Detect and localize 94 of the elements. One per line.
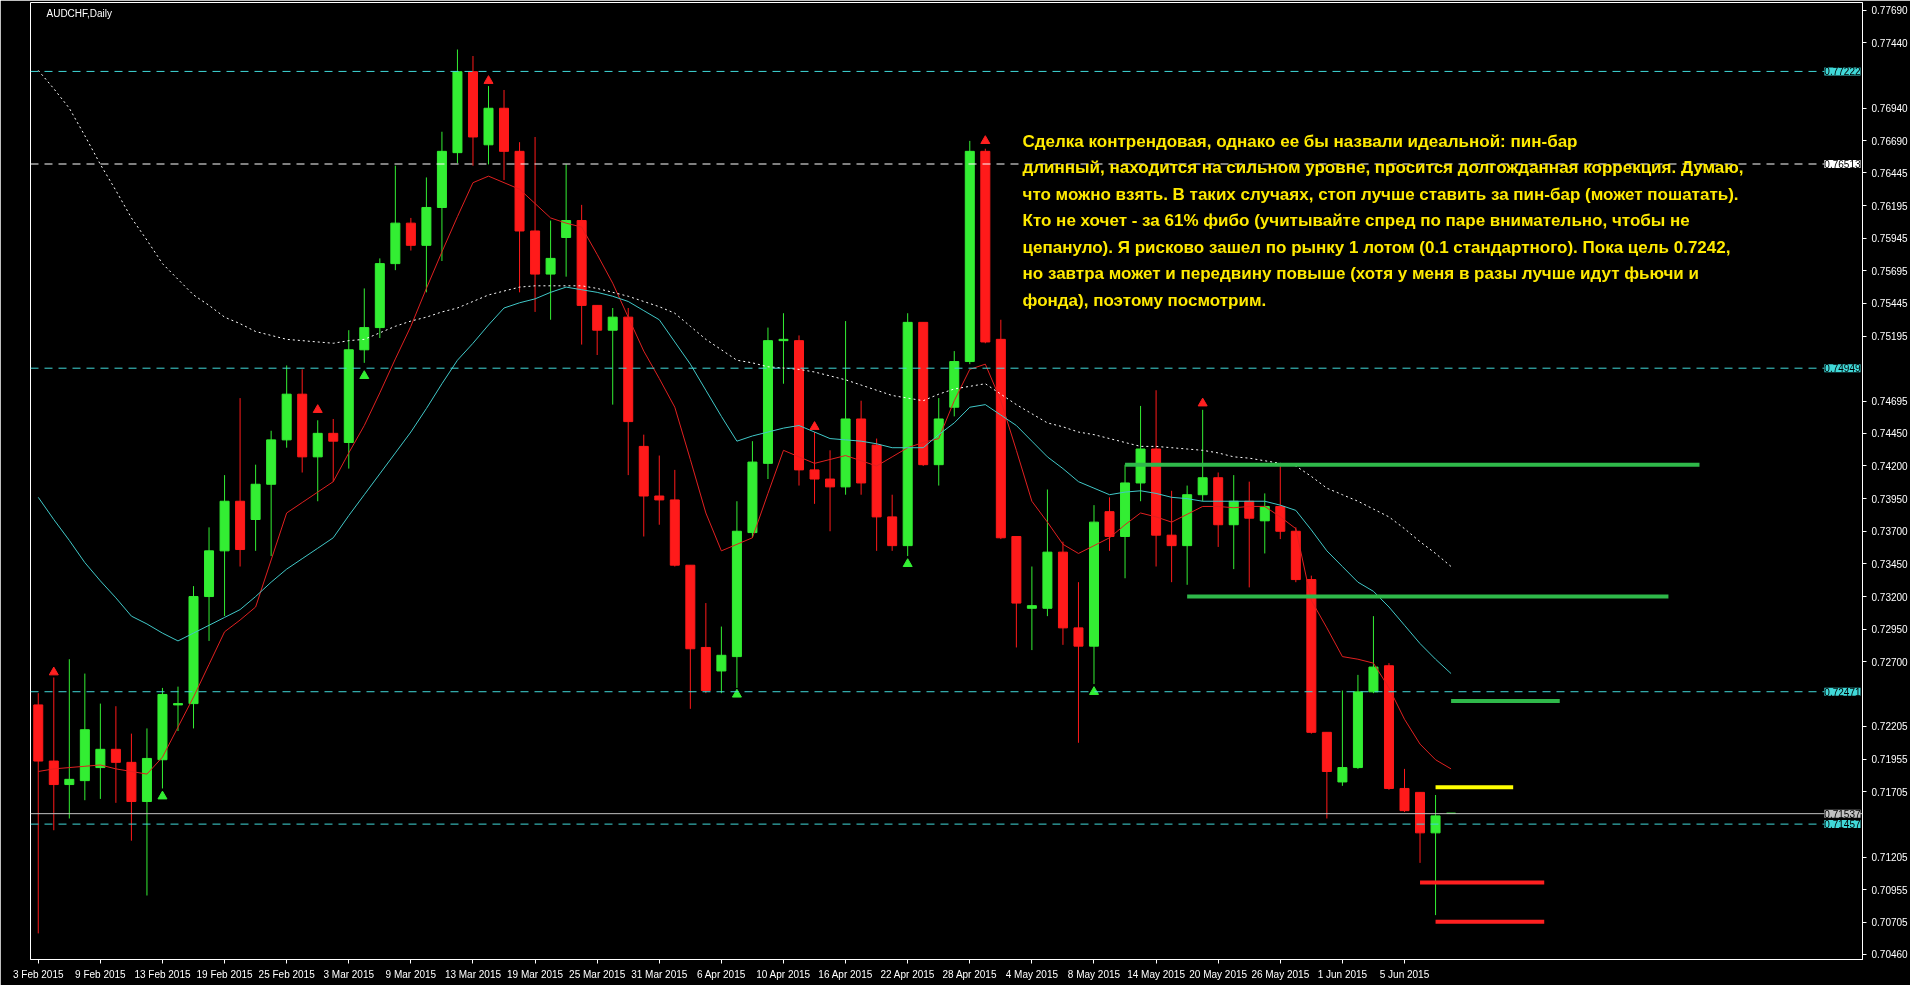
- candlestick: [809, 431, 820, 505]
- point: [809, 421, 820, 430]
- ref-line-label: 0.77222: [1824, 66, 1861, 78]
- x-tick-label: 13 Feb 2015: [134, 968, 191, 980]
- candlestick: [561, 163, 572, 278]
- point: [48, 666, 59, 676]
- candlestick: [110, 705, 121, 804]
- point: [1197, 397, 1208, 407]
- candlestick: [359, 287, 370, 364]
- x-tick-label: 25 Feb 2015: [258, 968, 316, 980]
- y-tick-label: 0.71705: [1871, 786, 1909, 798]
- ref-line-label: 0.71537: [1824, 808, 1861, 820]
- x-tick-label: 16 Apr 2015: [818, 968, 873, 980]
- y-tick-label: 0.72700: [1871, 656, 1909, 668]
- line-series: [37, 286, 1452, 675]
- y-tick-label: 0.72205: [1871, 721, 1909, 733]
- x-tick-label: 3 Feb 2015: [12, 968, 64, 980]
- candlestick: [405, 217, 416, 252]
- candlestick: [64, 658, 75, 819]
- candlestick: [1337, 690, 1348, 787]
- x-tick-label: 28 Apr 2015: [942, 968, 997, 980]
- y-tick-label: 0.76195: [1871, 200, 1909, 212]
- point: [157, 790, 168, 800]
- candlestick: [1430, 794, 1441, 916]
- y-tick-label: 0.70705: [1871, 917, 1909, 929]
- point: [312, 404, 323, 413]
- y-tick-label: 0.72950: [1871, 624, 1909, 636]
- y-tick-label: 0.75945: [1871, 233, 1909, 245]
- y-tick-label: 0.77440: [1871, 37, 1909, 49]
- y-tick-label: 0.75195: [1871, 331, 1909, 343]
- x-tick-label: 13 Mar 2015: [444, 968, 502, 980]
- ref-line-label: 0.74949: [1824, 363, 1861, 375]
- ref-line-label: 0.72471: [1824, 686, 1861, 698]
- text: AUDCHF,Daily: [46, 7, 113, 19]
- y-tick-label: 0.73950: [1871, 493, 1909, 505]
- y-tick-label: 0.70460: [1871, 949, 1909, 961]
- candlestick: [95, 703, 106, 800]
- point: [483, 75, 494, 84]
- candlestick: [1026, 566, 1037, 651]
- ref-line-label: 0.71457: [1824, 819, 1861, 831]
- x-tick-label: 4 May 2015: [1005, 968, 1059, 980]
- x-tick-label: 20 May 2015: [1189, 968, 1248, 980]
- candlestick: [1228, 474, 1239, 570]
- x-tick-label: 26 May 2015: [1251, 968, 1310, 980]
- y-tick-label: 0.74450: [1871, 428, 1909, 440]
- x-tick-label: 9 Mar 2015: [385, 968, 437, 980]
- candlestick: [328, 418, 339, 483]
- y-tick-label: 0.76940: [1871, 103, 1909, 115]
- candlestick: [607, 307, 618, 406]
- point: [359, 370, 370, 379]
- x-tick-label: 3 Mar 2015: [323, 968, 375, 980]
- candlestick: [1197, 409, 1208, 502]
- ref-line-label: 0.76513: [1824, 159, 1861, 170]
- x-tick-label: 14 May 2015: [1127, 968, 1186, 980]
- point: [980, 135, 991, 144]
- point: [731, 688, 742, 698]
- y-tick-label: 0.74695: [1871, 396, 1909, 408]
- y-tick-label: 0.71205: [1871, 852, 1909, 864]
- candlestick: [312, 419, 323, 502]
- y-tick-label: 0.75695: [1871, 265, 1909, 277]
- x-tick-label: 22 Apr 2015: [880, 968, 935, 980]
- y-tick-label: 0.74200: [1871, 460, 1909, 472]
- y-tick-label: 0.70955: [1871, 884, 1909, 896]
- y-tick-label: 0.76690: [1871, 135, 1909, 147]
- annotation: Сделка контрендовая, однако ее бы назвали идеальной: пин-бар длинный, находится на сильном уровне, просится долгожданная коррекция. Думаю, что можно взять. В таких случаях, стоп лучше ставить за пин-бар (может пошатать). Кто не хочет - за 61% фибо (учитывайте спред по паре внимательно, чтобы не цепануло). Я рисково зашел по рынку 1 лотом (0.1 стандартного). Пока цель 0.7242, но завтра может и передвину повыше (хотя у меня в разы лучше идут фьючи и фонда), поэтому посмотрим.: [1022, 131, 1744, 310]
- candlestick: [1259, 492, 1270, 554]
- point: [1088, 686, 1099, 695]
- x-tick-label: 10 Apr 2015: [756, 968, 811, 980]
- x-tick-label: 5 Jun 2015: [1379, 968, 1430, 980]
- candlestick: [825, 449, 836, 532]
- candlestick: [654, 455, 665, 526]
- x-tick-label: 19 Mar 2015: [507, 968, 564, 980]
- x-tick-label: 19 Feb 2015: [196, 968, 254, 980]
- candlestick: [1166, 490, 1177, 583]
- y-tick-label: 0.73450: [1871, 558, 1909, 570]
- candlestick: [545, 220, 556, 321]
- y-tick-label: 0.73200: [1871, 591, 1909, 603]
- x-tick-label: 31 Mar 2015: [631, 968, 688, 980]
- x-tick-label: 1 Jun 2015: [1317, 968, 1368, 980]
- y-tick-label: 0.75445: [1871, 298, 1909, 310]
- y-tick-label: 0.76445: [1871, 167, 1909, 179]
- candlestick: [172, 686, 183, 732]
- candlestick: [778, 312, 789, 385]
- point: [902, 558, 913, 567]
- y-tick-label: 0.77690: [1871, 5, 1909, 17]
- candlestick: [1073, 581, 1084, 744]
- y-tick-label: 0.71955: [1871, 754, 1909, 766]
- x-tick-label: 9 Feb 2015: [75, 968, 127, 980]
- x-tick-label: 25 Mar 2015: [569, 968, 626, 980]
- candlestick: [1399, 768, 1410, 813]
- y-tick-label: 0.73700: [1871, 526, 1909, 538]
- x-tick-label: 6 Apr 2015: [696, 968, 746, 980]
- x-tick-label: 8 May 2015: [1067, 968, 1121, 980]
- candlestick: [716, 626, 727, 694]
